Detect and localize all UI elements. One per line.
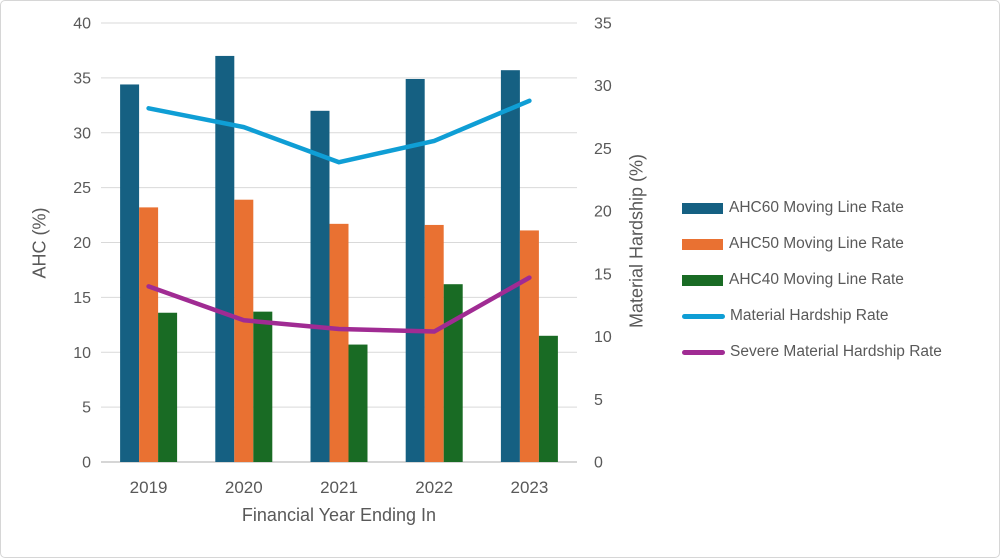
legend: AHC60 Moving Line Rate AHC50 Moving Line … <box>682 198 942 378</box>
line-swatch-icon <box>682 313 725 319</box>
bar-swatch-icon <box>682 202 723 214</box>
right-axis-tick: 25 <box>594 141 612 158</box>
right-axis-tick: 30 <box>594 78 612 95</box>
right-axis-tick: 5 <box>594 392 603 409</box>
bar-2021 <box>348 344 368 462</box>
bar-2023 <box>519 230 539 462</box>
x-axis-tick: 2023 <box>510 478 548 497</box>
legend-label: AHC40 Moving Line Rate <box>729 271 904 288</box>
left-axis-tick: 10 <box>73 345 91 362</box>
bar-2021 <box>329 223 349 462</box>
x-axis-tick: 2021 <box>320 478 358 497</box>
left-axis-tick: 35 <box>73 70 91 87</box>
legend-item: AHC50 Moving Line Rate <box>682 234 942 254</box>
bar-2019 <box>158 312 178 462</box>
bar-swatch-icon <box>682 274 723 286</box>
line-series <box>146 98 532 165</box>
line-series <box>146 275 532 334</box>
x-axis-tick: 2020 <box>225 478 263 497</box>
x-axis-tick: 2019 <box>130 478 168 497</box>
left-axis-tick: 15 <box>73 290 91 307</box>
x-axis-tick: 2022 <box>415 478 453 497</box>
left-axis-tick: 40 <box>73 16 91 33</box>
bar-2022 <box>443 284 463 462</box>
left-axis-title: AHC (%) <box>29 207 50 279</box>
bar-2020 <box>215 55 235 463</box>
legend-label: AHC60 Moving Line Rate <box>729 199 904 216</box>
left-axis-tick: 25 <box>73 180 91 197</box>
left-axis-tick: 5 <box>82 400 91 417</box>
right-axis-tick: 10 <box>594 329 612 346</box>
bar-swatch-icon <box>682 238 723 250</box>
legend-item: Severe Material Hardship Rate <box>682 342 942 362</box>
bar-2023 <box>538 335 558 462</box>
bar-2019 <box>139 207 159 462</box>
legend-label: AHC50 Moving Line Rate <box>729 235 904 252</box>
left-axis-tick: 20 <box>73 235 91 252</box>
legend-label: Severe Material Hardship Rate <box>730 343 942 360</box>
x-axis-title: Financial Year Ending In <box>241 505 437 525</box>
left-axis-tick: 30 <box>73 125 91 142</box>
legend-item: AHC60 Moving Line Rate <box>682 198 942 218</box>
right-axis-tick: 35 <box>594 16 612 33</box>
bar-2020 <box>234 199 254 462</box>
right-axis-title: Material Hardship (%) <box>626 153 647 329</box>
bar-2021 <box>310 110 330 463</box>
bar-2022 <box>405 78 425 462</box>
bar-2023 <box>500 70 520 462</box>
right-axis-tick: 0 <box>594 455 603 472</box>
bar-2019 <box>120 84 140 463</box>
right-axis-tick: 15 <box>594 266 612 283</box>
line-swatch-icon <box>682 349 725 355</box>
legend-label: Material Hardship Rate <box>730 307 889 324</box>
left-axis-tick: 0 <box>82 455 91 472</box>
right-axis-tick: 20 <box>594 204 612 221</box>
bar-2020 <box>253 311 273 462</box>
bar-2022 <box>424 224 444 462</box>
legend-item: AHC40 Moving Line Rate <box>682 270 942 290</box>
legend-item: Material Hardship Rate <box>682 306 942 326</box>
